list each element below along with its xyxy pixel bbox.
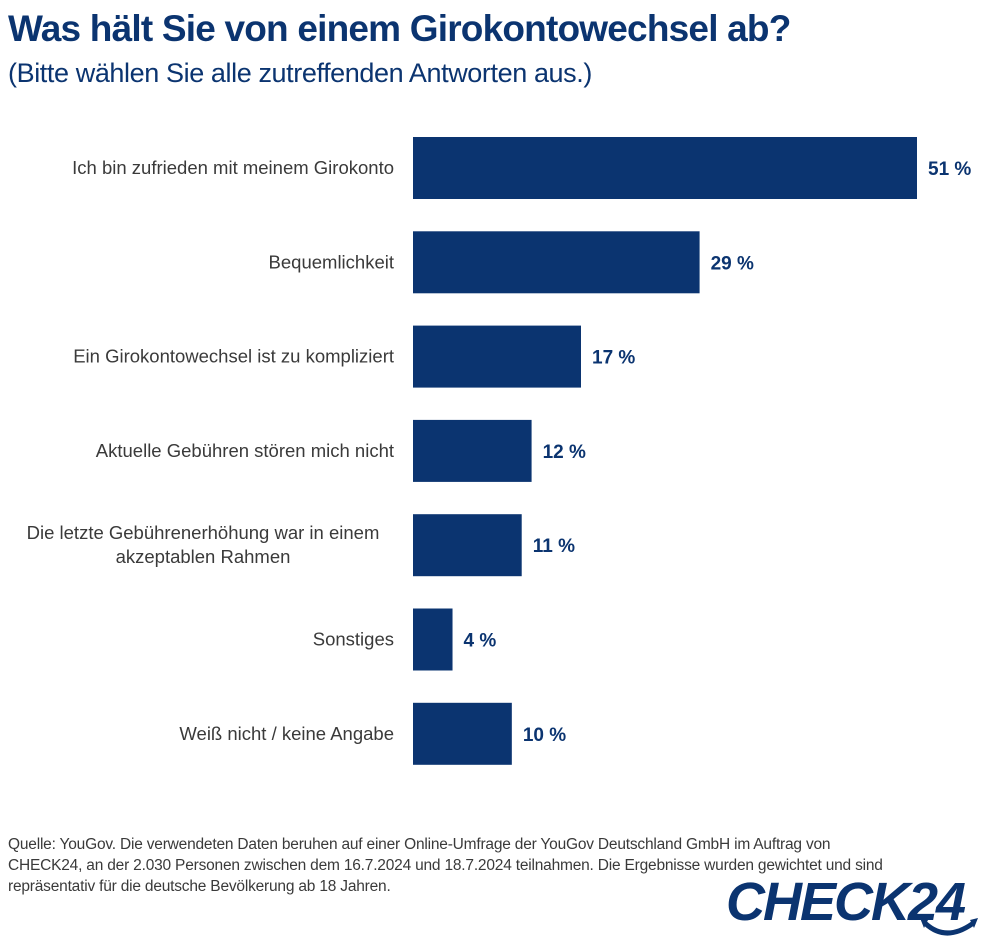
category-label: Ich bin zufrieden mit meinem Girokonto bbox=[72, 157, 394, 178]
bar-group: Die letzte Gebührenerhöhung war in einem… bbox=[27, 514, 575, 577]
value-label: 10 % bbox=[523, 725, 566, 746]
category-label: Die letzte Gebührenerhöhung war in einem bbox=[27, 522, 380, 543]
category-label: Ein Girokontowechsel ist zu kompliziert bbox=[73, 346, 394, 367]
chart-subtitle: (Bitte wählen Sie alle zutreffenden Antw… bbox=[8, 58, 592, 88]
chart-title: Was hält Sie von einem Girokontowechsel … bbox=[8, 8, 791, 49]
bar bbox=[413, 514, 522, 577]
bar bbox=[413, 137, 917, 199]
bar bbox=[413, 325, 581, 388]
bar-group: Sonstiges 4 % bbox=[313, 608, 497, 671]
value-label: 12 % bbox=[543, 442, 586, 463]
value-label: 17 % bbox=[592, 348, 635, 369]
smile-arrow-icon bbox=[923, 921, 975, 936]
bar bbox=[413, 608, 453, 671]
logo-wordmark: CHECK24 bbox=[726, 872, 966, 932]
category-label: akzeptablen Rahmen bbox=[116, 546, 291, 567]
source-note: Quelle: YouGov. Die verwendeten Daten be… bbox=[8, 834, 988, 897]
smile-arrow-left-head bbox=[920, 918, 928, 928]
value-label: 4 % bbox=[464, 631, 497, 652]
category-label: Sonstiges bbox=[313, 629, 394, 650]
value-label: 11 % bbox=[533, 536, 575, 557]
bar-group: Aktuelle Gebühren stören mich nicht 12 % bbox=[96, 419, 586, 482]
category-label: Weiß nicht / keine Angabe bbox=[179, 723, 394, 744]
bar bbox=[413, 702, 512, 765]
category-label: Aktuelle Gebühren stören mich nicht bbox=[96, 440, 394, 461]
bar-group: Weiß nicht / keine Angabe 10 % bbox=[179, 702, 566, 765]
bar-group: Bequemlichkeit 29 % bbox=[269, 231, 754, 294]
category-label: Bequemlichkeit bbox=[269, 251, 394, 272]
bar bbox=[413, 231, 700, 294]
bar-group: Ein Girokontowechsel ist zu kompliziert 1… bbox=[73, 325, 635, 388]
value-label: 51 % bbox=[928, 159, 971, 180]
check24-logo: CHECK24 bbox=[726, 872, 978, 936]
bar-group: Ich bin zufrieden mit meinem Girokonto 51… bbox=[72, 137, 971, 199]
source-line: CHECK24, an der 2.030 Personen zwischen … bbox=[8, 857, 883, 874]
value-label: 29 % bbox=[711, 253, 754, 274]
source-line: repräsentativ für die deutsche Bevölkeru… bbox=[8, 878, 391, 895]
bars-layer: Ich bin zufrieden mit meinem Girokonto 51… bbox=[27, 137, 971, 765]
bar bbox=[413, 419, 532, 482]
source-line: Quelle: YouGov. Die verwendeten Daten be… bbox=[8, 836, 831, 853]
smile-arrow-right-head bbox=[970, 918, 978, 928]
bar-chart: Ich bin zufrieden mit meinem Girokonto 51… bbox=[27, 137, 971, 765]
